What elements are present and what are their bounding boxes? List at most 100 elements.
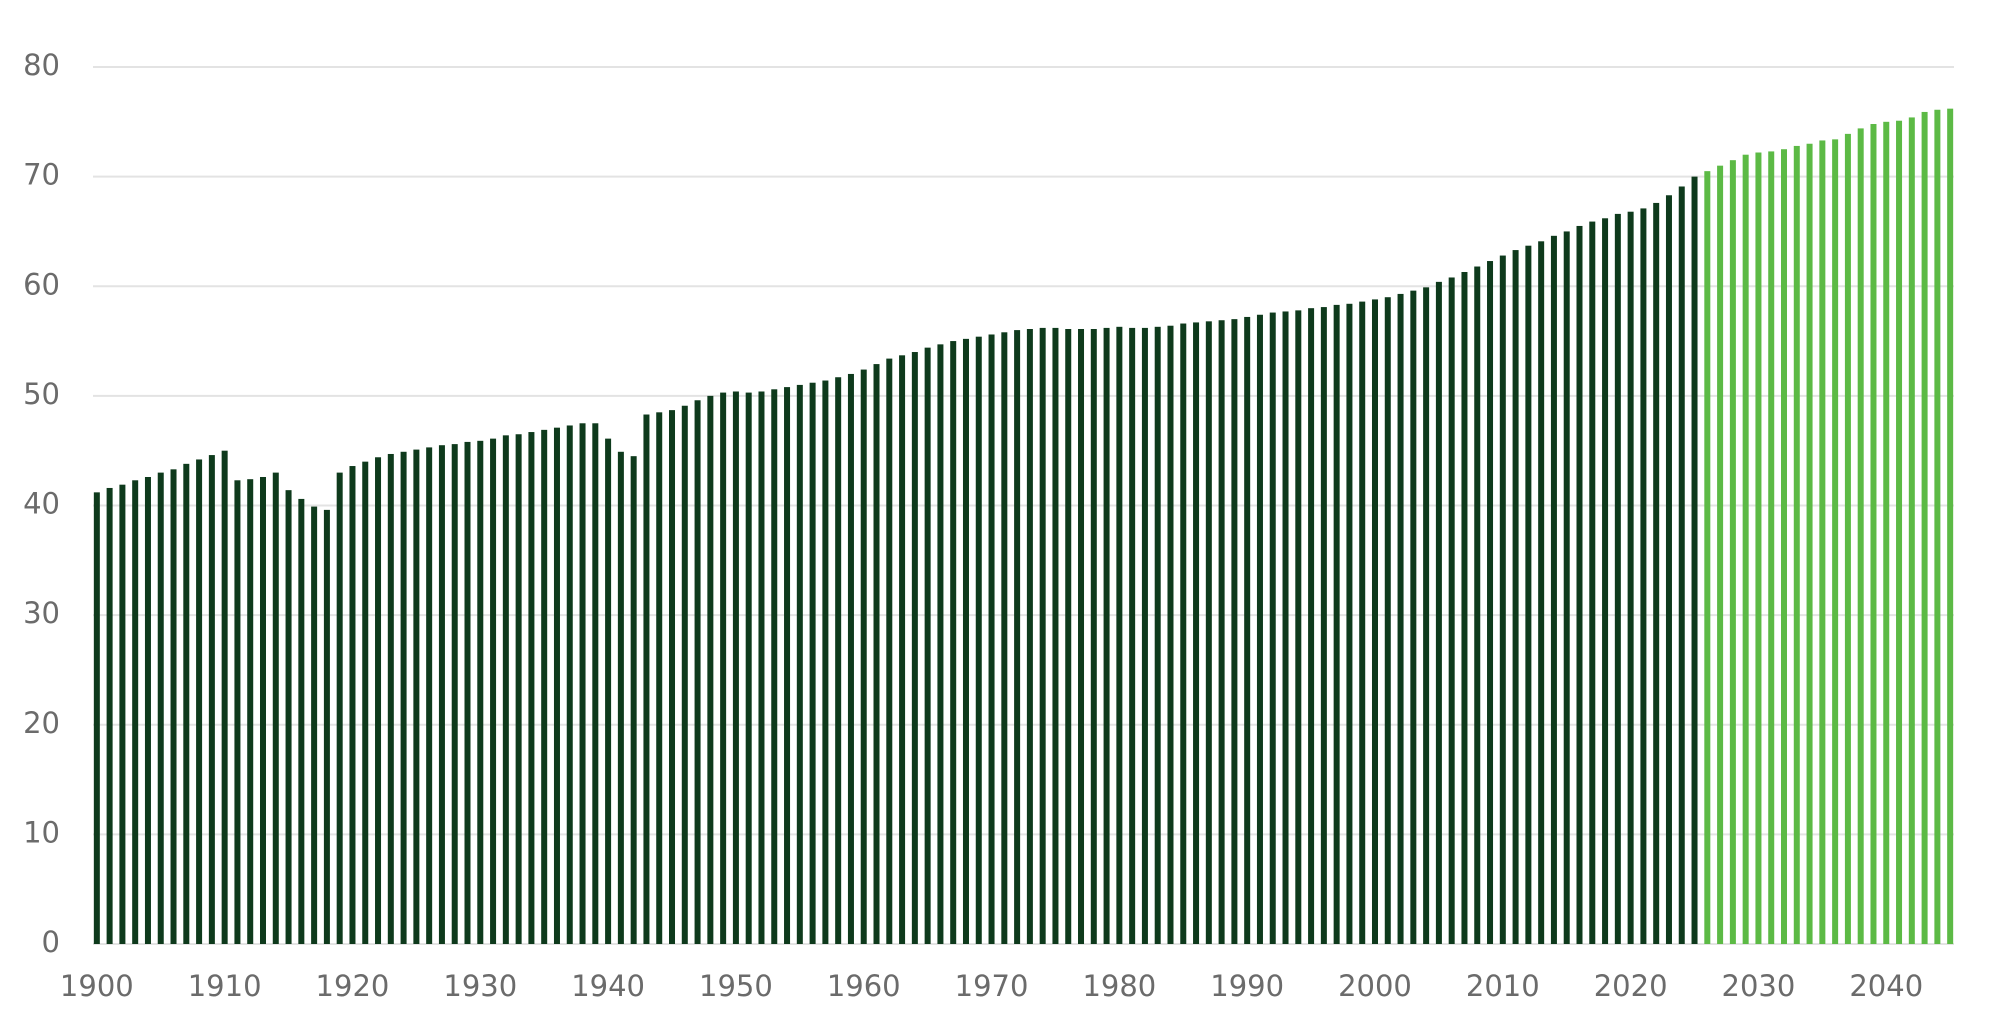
bar [1499,255,1506,944]
bar [1103,327,1110,945]
bar [1039,327,1046,945]
bar [1538,241,1545,944]
bar [183,463,190,944]
bar [835,377,842,944]
bar [1602,218,1609,945]
bar [617,451,624,944]
bar [1205,321,1212,945]
bar [1026,329,1033,944]
bar [1678,186,1685,944]
x-tick-label: 2040 [1849,969,1923,1003]
bar [1781,149,1788,944]
bar [1333,304,1340,945]
bar [1141,327,1148,945]
bar [911,352,918,944]
bar [196,459,203,944]
bar [426,447,433,944]
bar [272,472,279,944]
bar [669,410,676,945]
bar [1129,327,1136,945]
x-tick-label: 2020 [1594,969,1668,1003]
bar [796,384,803,945]
bar [1487,261,1494,944]
bar [502,435,509,944]
bar [1193,322,1200,944]
bar [1078,329,1085,944]
bar [1244,316,1251,944]
bar [784,387,791,945]
bar [298,498,305,944]
bar [1947,108,1954,945]
y-tick-label: 50 [23,377,60,411]
x-tick-label: 1990 [1210,969,1284,1003]
bar [106,487,113,944]
bar [285,490,292,944]
bar [962,338,969,944]
bar [1934,109,1941,944]
bar [1768,151,1775,944]
bar [988,334,995,944]
bar [1640,208,1647,944]
bar [400,451,407,944]
bar [1550,235,1557,944]
bar [822,380,829,945]
bar [1563,231,1570,944]
bar [1256,314,1263,944]
bar [937,344,944,944]
bar [349,466,356,944]
bar [1665,195,1672,945]
bar [234,480,241,944]
bar [899,355,906,945]
bar [605,438,612,944]
bar [1461,271,1468,944]
bar [1001,332,1008,945]
bar [1014,330,1021,945]
bar [1742,154,1749,944]
x-tick-label: 1950 [699,969,773,1003]
x-tick-label: 2010 [1466,969,1540,1003]
bar [1269,312,1276,944]
bar [1474,266,1481,945]
bar [259,476,266,944]
bar [630,456,637,944]
bar [490,438,497,944]
bar [247,479,254,944]
bar [451,444,458,944]
bar [1921,111,1928,945]
bar [592,423,599,944]
bar [221,450,228,944]
bar [1729,160,1736,944]
bar [1116,326,1123,944]
bar [950,341,957,944]
bar [93,492,100,944]
y-tick-label: 10 [23,815,60,849]
bar [1308,308,1315,944]
x-tick-label: 1910 [188,969,262,1003]
y-tick-label: 70 [23,158,60,192]
bar [1090,329,1097,944]
bar [1819,140,1826,945]
x-tick-label: 1900 [60,969,134,1003]
bar [771,389,778,944]
bar [1052,327,1059,945]
bar [1793,145,1800,944]
y-tick-label: 80 [23,48,60,82]
bar [1755,152,1762,944]
bar [157,472,164,944]
bar [464,441,471,944]
x-tick-label: 1920 [316,969,390,1003]
bar [1908,117,1915,945]
bar [1896,120,1903,944]
bar [541,429,548,944]
bar [1627,211,1634,944]
bar [1346,303,1353,944]
bar [707,395,714,944]
bar [732,391,739,944]
bar [1883,121,1890,944]
bar [886,358,893,944]
y-tick-label: 30 [23,596,60,630]
bar [1218,320,1225,944]
bar [1167,325,1174,945]
bar [323,509,330,944]
bar [1857,128,1864,944]
